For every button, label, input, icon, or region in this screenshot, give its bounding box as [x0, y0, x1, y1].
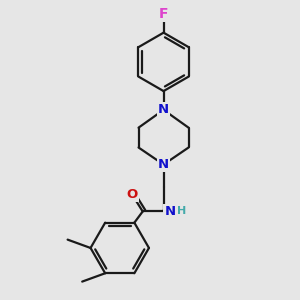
Text: F: F: [159, 7, 168, 21]
Text: N: N: [158, 103, 169, 116]
Text: N: N: [164, 205, 175, 218]
Text: O: O: [127, 188, 138, 201]
Text: H: H: [177, 206, 186, 217]
Text: N: N: [158, 158, 169, 171]
